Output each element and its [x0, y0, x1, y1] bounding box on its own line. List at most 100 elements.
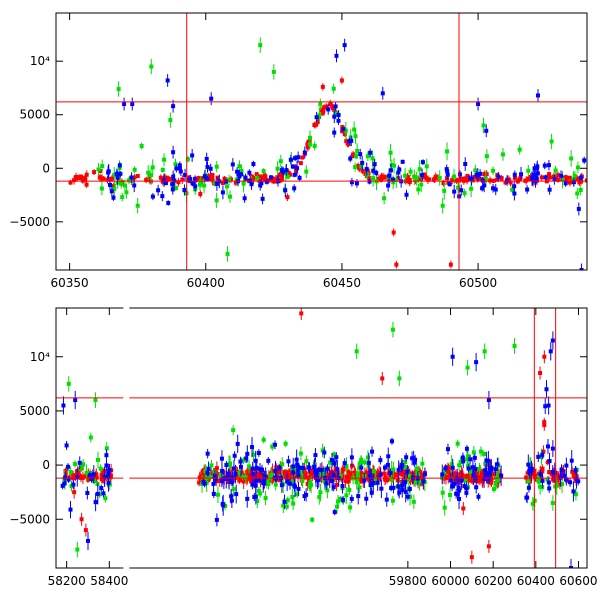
data-point — [310, 517, 315, 522]
data-point — [370, 474, 375, 479]
data-point — [352, 470, 357, 475]
data-point — [290, 494, 295, 499]
data-point — [371, 176, 376, 181]
data-point — [305, 481, 310, 486]
data-point — [549, 139, 554, 144]
data-point — [334, 455, 339, 460]
data-point — [446, 465, 451, 470]
data-point — [459, 478, 464, 483]
data-point — [367, 473, 372, 478]
data-point — [319, 108, 324, 113]
data-point — [466, 463, 471, 468]
data-point — [494, 177, 499, 182]
data-point — [328, 101, 333, 106]
data-point — [277, 465, 282, 470]
data-point — [331, 473, 336, 478]
data-point — [408, 169, 413, 174]
data-point — [360, 168, 365, 173]
data-point — [370, 449, 375, 454]
y-tick-label: 0 — [42, 458, 50, 472]
data-point — [317, 494, 322, 499]
data-point — [572, 173, 577, 178]
data-point — [403, 468, 408, 473]
data-point — [332, 114, 337, 119]
data-point — [557, 482, 562, 487]
data-point — [396, 467, 401, 472]
data-point — [553, 168, 558, 173]
data-point — [297, 175, 302, 180]
data-point — [486, 544, 491, 549]
data-point — [333, 111, 338, 116]
data-point — [193, 184, 198, 189]
data-point — [378, 472, 383, 477]
data-point — [316, 467, 321, 472]
data-point — [579, 268, 584, 270]
data-point — [400, 159, 405, 164]
data-point — [255, 499, 260, 504]
plot-area — [56, 13, 587, 270]
data-point — [167, 176, 172, 181]
data-point — [202, 183, 207, 188]
data-point — [533, 173, 538, 178]
data-point — [560, 177, 565, 182]
data-point — [227, 477, 232, 482]
data-point — [540, 478, 545, 483]
data-point — [483, 461, 488, 466]
data-point — [542, 163, 547, 168]
data-point — [253, 494, 258, 499]
data-point — [329, 458, 334, 463]
data-point — [62, 481, 67, 486]
data-point — [219, 456, 224, 461]
data-point — [397, 490, 402, 495]
data-point — [224, 184, 229, 189]
data-point — [571, 180, 576, 185]
data-point — [500, 152, 505, 157]
data-point — [238, 464, 243, 469]
data-point — [369, 490, 374, 495]
data-point — [495, 462, 500, 467]
data-point — [336, 499, 341, 504]
data-point — [115, 175, 120, 180]
data-point — [359, 465, 364, 470]
data-point — [132, 175, 137, 180]
data-point — [263, 496, 268, 501]
data-point — [233, 180, 238, 185]
x-tick-label: 60600 — [559, 574, 597, 588]
data-point — [445, 467, 450, 472]
data-point — [389, 486, 394, 491]
data-point — [419, 473, 424, 478]
data-point — [330, 106, 335, 111]
data-point — [257, 478, 262, 483]
data-point — [231, 466, 236, 471]
data-point — [82, 178, 87, 183]
data-point — [374, 170, 379, 175]
data-point — [420, 160, 425, 165]
data-point — [400, 487, 405, 492]
data-point — [144, 177, 149, 182]
data-point — [295, 462, 300, 467]
data-point — [160, 194, 165, 199]
data-point — [258, 174, 263, 179]
data-point — [388, 168, 393, 173]
data-point — [571, 489, 576, 494]
data-point — [497, 477, 502, 482]
data-point — [491, 168, 496, 173]
data-point — [472, 174, 477, 179]
data-point — [524, 178, 529, 183]
data-point — [114, 171, 119, 176]
data-point — [129, 175, 134, 180]
data-point — [84, 182, 89, 187]
data-point — [492, 472, 497, 477]
data-point — [482, 349, 487, 354]
data-point — [291, 470, 296, 475]
data-point — [351, 152, 356, 157]
data-point — [224, 463, 229, 468]
data-point — [482, 183, 487, 188]
data-point — [176, 180, 181, 185]
data-point — [474, 485, 479, 490]
data-point — [296, 468, 301, 473]
data-point — [104, 446, 109, 451]
data-point — [469, 472, 474, 477]
data-point — [99, 186, 104, 191]
data-point — [450, 354, 455, 359]
